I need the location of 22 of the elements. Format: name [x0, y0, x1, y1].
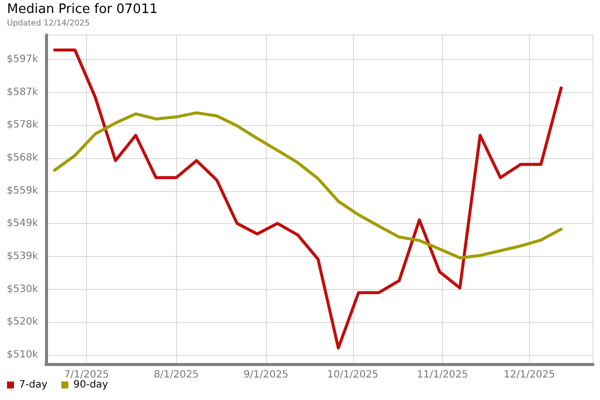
- y-tick-label: $578k: [6, 120, 38, 131]
- x-tick-label: 9/1/2025: [243, 370, 288, 380]
- x-tick-label: 8/1/2025: [154, 370, 199, 380]
- y-tick-label: $559k: [6, 185, 38, 196]
- legend-label: 90-day: [73, 380, 108, 390]
- y-tick-label: $539k: [6, 250, 38, 262]
- y-tick-label: $597k: [6, 54, 38, 65]
- x-tick-label: 12/1/2025: [504, 370, 555, 380]
- x-tick-label: 7/1/2025: [64, 370, 109, 380]
- y-tick-label: $530k: [6, 284, 38, 295]
- line-series: [53, 111, 563, 260]
- line-series: [53, 48, 563, 350]
- x-tick-label: 11/1/2025: [416, 370, 468, 380]
- legend-label: 7-day: [19, 380, 48, 390]
- y-tick-label: $510k: [6, 349, 38, 360]
- y-tick-label: $568k: [6, 152, 38, 164]
- y-tick-label: $587k: [6, 86, 38, 98]
- x-tick-label: 10/1/2025: [327, 370, 378, 380]
- y-tick-label: $549k: [6, 218, 38, 230]
- chart-subtitle: Updated 12/14/2025: [7, 18, 90, 28]
- chart-title: Median Price for 07011: [7, 2, 158, 17]
- y-tick-label: $520k: [6, 316, 38, 328]
